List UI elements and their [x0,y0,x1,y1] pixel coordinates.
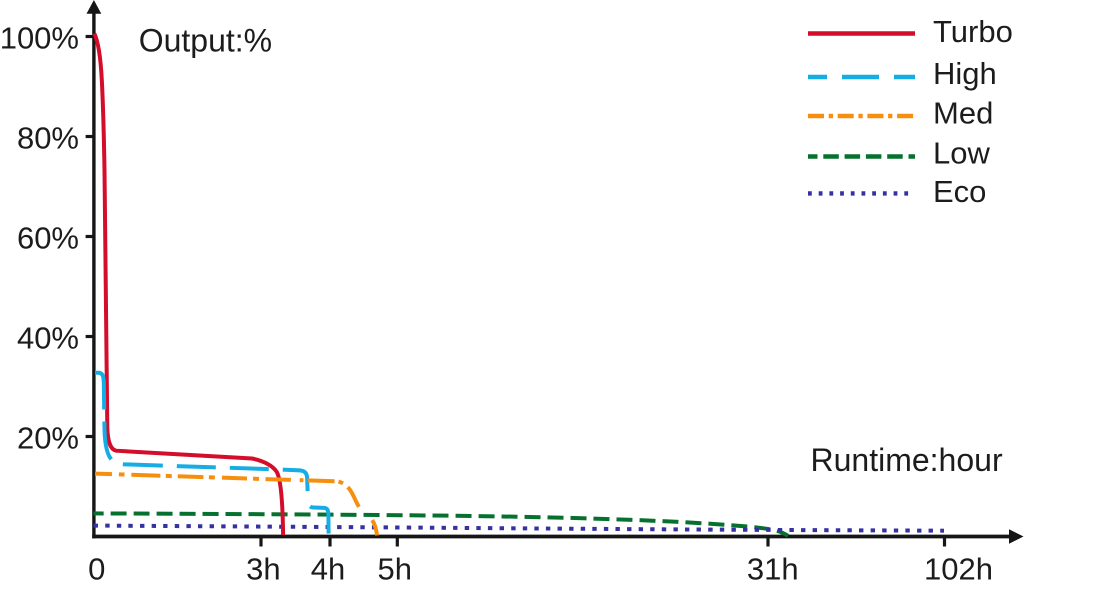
svg-text:100%: 100% [0,21,79,56]
svg-text:0: 0 [88,552,105,587]
svg-text:Eco: Eco [933,174,986,209]
svg-text:5h: 5h [377,552,411,587]
svg-text:60%: 60% [17,221,79,256]
svg-text:Turbo: Turbo [933,14,1013,49]
svg-text:4h: 4h [311,552,345,587]
svg-text:Runtime:hour: Runtime:hour [811,442,1003,478]
svg-text:102h: 102h [924,552,993,587]
svg-text:High: High [933,56,997,91]
svg-text:Med: Med [933,95,993,130]
svg-text:3h: 3h [246,552,280,587]
svg-text:20%: 20% [17,421,79,456]
svg-text:31h: 31h [747,552,799,587]
svg-text:80%: 80% [17,121,79,156]
svg-text:Low: Low [933,136,990,171]
svg-text:Output:%: Output:% [139,22,272,58]
svg-text:40%: 40% [17,321,79,356]
